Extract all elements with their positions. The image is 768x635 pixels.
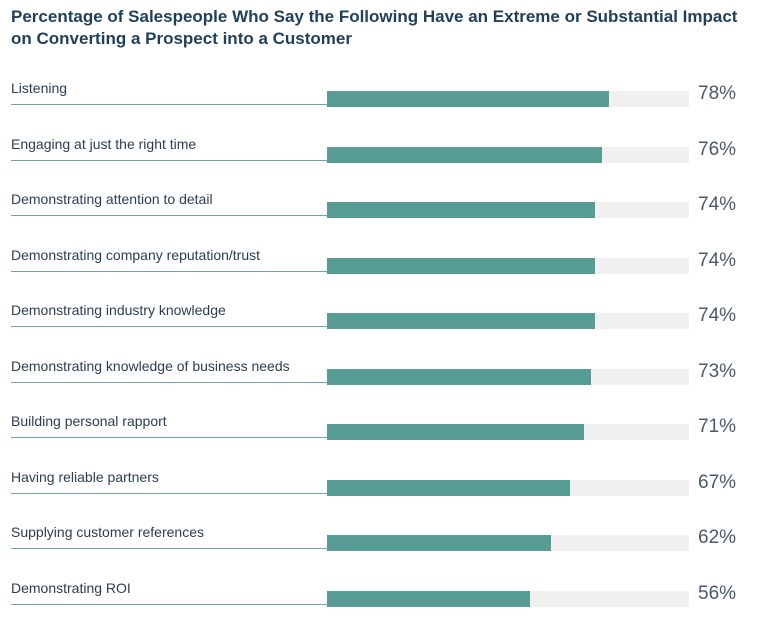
bar-track: [327, 368, 689, 385]
value-label: 78%: [698, 83, 737, 104]
bar-row: Demonstrating ROI 56%: [0, 579, 768, 635]
bar-row: Building personal rapport 71%: [0, 412, 768, 468]
category-label: Engaging at just the right time: [11, 135, 197, 152]
category-label: Demonstrating company reputation/trust: [11, 246, 261, 263]
value-label: 71%: [698, 416, 737, 437]
bar-row: Having reliable partners 67%: [0, 468, 768, 524]
label-underline: [11, 159, 327, 161]
category-label: Listening: [11, 80, 68, 96]
bar: [327, 257, 595, 274]
category-label: Having reliable partners: [11, 468, 159, 485]
label-underline: [11, 603, 327, 605]
bar-track: [327, 424, 689, 440]
bar-track: [327, 91, 689, 107]
bar: [327, 313, 595, 329]
label-underline: [11, 215, 327, 216]
bar-track: [327, 313, 689, 329]
bar-row: Engaging at just the right time 76%: [0, 135, 768, 191]
label-underline: [11, 548, 327, 549]
bar-row: Demonstrating industry knowledge 74%: [0, 301, 768, 357]
bar: [327, 590, 530, 607]
bar-track: [327, 146, 689, 163]
label-underline: [11, 270, 327, 272]
bar-track: [327, 479, 689, 496]
value-label: 76%: [698, 138, 737, 160]
category-label: Demonstrating ROI: [11, 579, 131, 596]
bar-track: [327, 257, 689, 274]
label-underline: [11, 437, 327, 438]
bar: [327, 202, 595, 218]
category-label: Demonstrating industry knowledge: [11, 302, 226, 318]
bar-row: Supplying customer references 62%: [0, 523, 768, 579]
bar: [327, 479, 570, 496]
value-label: 56%: [698, 582, 737, 604]
bar: [327, 368, 592, 385]
label-underline: [11, 381, 327, 383]
value-label: 74%: [698, 194, 737, 215]
label-underline: [11, 104, 327, 105]
bar: [327, 146, 603, 163]
bar-row: Demonstrating knowledge of business need…: [0, 357, 768, 413]
value-label: 73%: [698, 360, 737, 382]
label-underline: [11, 492, 327, 494]
value-label: 62%: [698, 527, 737, 548]
value-label: 67%: [698, 471, 737, 493]
bar-row: Demonstrating attention to detail 74%: [0, 190, 768, 246]
bar-track: [327, 202, 689, 218]
bar-track: [327, 535, 689, 551]
bar: [327, 91, 610, 107]
value-label: 74%: [698, 249, 737, 271]
chart-title: Percentage of Salespeople Who Say the Fo…: [11, 7, 738, 48]
bar-track: [327, 590, 689, 607]
bar-row: Listening 78%: [0, 79, 768, 135]
value-label: 74%: [698, 305, 737, 326]
bar: [327, 535, 552, 551]
category-label: Demonstrating attention to detail: [11, 191, 213, 207]
bar: [327, 424, 585, 440]
bar-row: Demonstrating company reputation/trust 74…: [0, 246, 768, 302]
category-label: Demonstrating knowledge of business need…: [11, 357, 290, 374]
category-label: Supplying customer references: [11, 524, 204, 540]
label-underline: [11, 326, 327, 327]
category-label: Building personal rapport: [11, 413, 167, 429]
